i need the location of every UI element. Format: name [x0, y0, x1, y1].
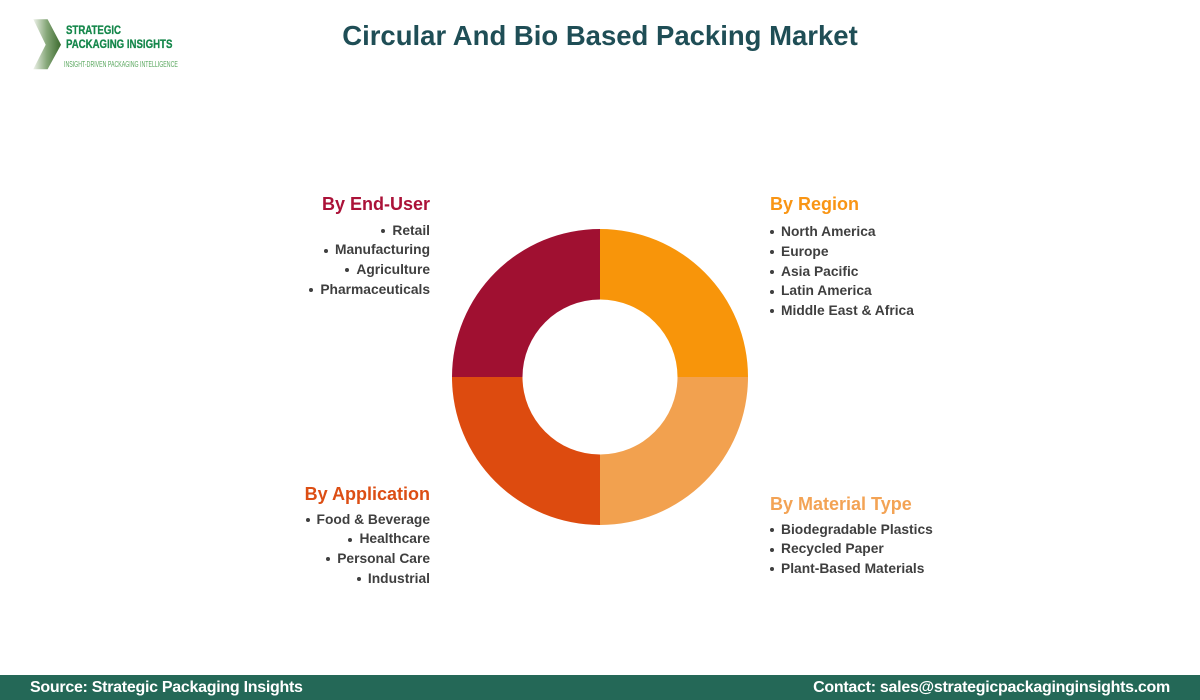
svg-text:PACKAGING INSIGHTS: PACKAGING INSIGHTS — [66, 38, 172, 51]
svg-text:INSIGHT-DRIVEN PACKAGING INTEL: INSIGHT-DRIVEN PACKAGING INTELLIGENCE — [64, 61, 178, 69]
svg-text:STRATEGIC: STRATEGIC — [66, 24, 121, 37]
